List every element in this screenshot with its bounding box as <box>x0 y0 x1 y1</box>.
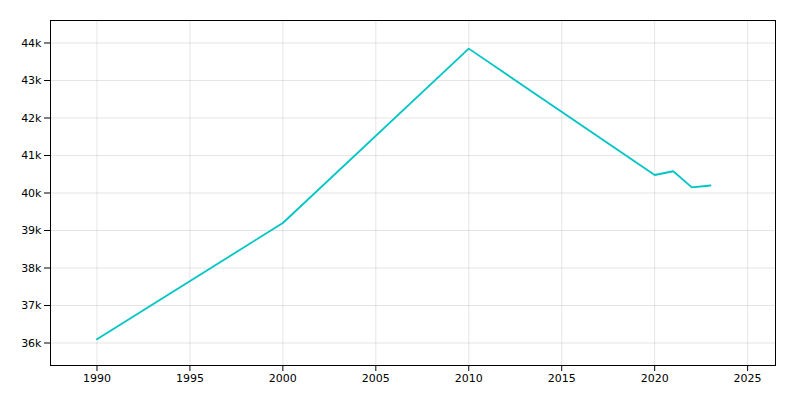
svg-text:44k: 44k <box>21 37 42 50</box>
svg-text:2005: 2005 <box>362 372 390 385</box>
svg-text:2010: 2010 <box>455 372 483 385</box>
svg-text:39k: 39k <box>21 224 42 237</box>
svg-text:36k: 36k <box>21 337 42 350</box>
svg-text:2020: 2020 <box>641 372 669 385</box>
svg-text:2000: 2000 <box>269 372 297 385</box>
svg-text:2015: 2015 <box>548 372 576 385</box>
svg-text:41k: 41k <box>21 149 42 162</box>
svg-text:2025: 2025 <box>734 372 762 385</box>
svg-text:37k: 37k <box>21 299 42 312</box>
svg-text:43k: 43k <box>21 74 42 87</box>
svg-text:1990: 1990 <box>83 372 111 385</box>
svg-text:1995: 1995 <box>176 372 204 385</box>
svg-text:38k: 38k <box>21 262 42 275</box>
svg-text:42k: 42k <box>21 112 42 125</box>
svg-text:40k: 40k <box>21 187 42 200</box>
